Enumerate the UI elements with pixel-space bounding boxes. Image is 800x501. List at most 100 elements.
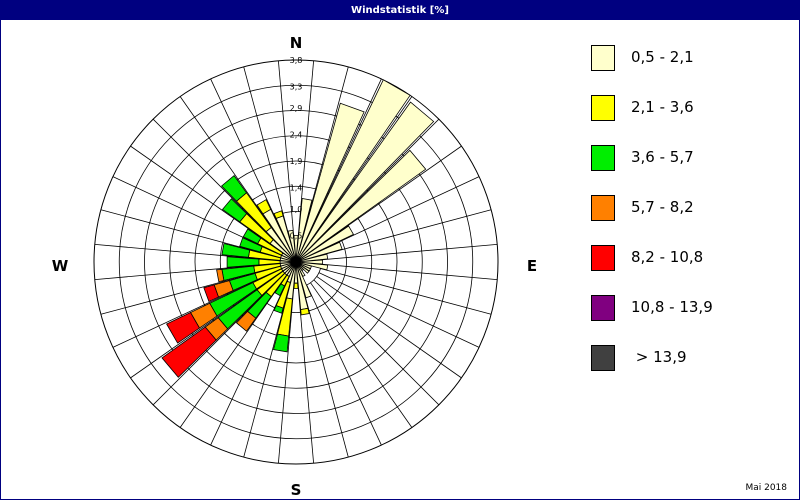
grid-ring bbox=[219, 185, 373, 339]
legend-item: 10,8 - 13,9 bbox=[591, 295, 781, 345]
grid-spoke bbox=[313, 118, 440, 245]
radial-tick-label: 0,5 bbox=[290, 231, 303, 240]
legend-swatch bbox=[591, 295, 615, 321]
grid-spoke bbox=[310, 96, 413, 242]
sector-40-class-0 bbox=[295, 101, 435, 263]
grid-spoke bbox=[243, 286, 290, 458]
grid-spoke bbox=[318, 272, 480, 348]
grid-spoke bbox=[210, 78, 286, 240]
grid-spoke bbox=[310, 282, 413, 428]
grid-spoke bbox=[130, 276, 276, 379]
sector-300-class-2 bbox=[242, 228, 262, 245]
sector-50-class-0 bbox=[295, 149, 427, 263]
grid-spoke bbox=[100, 268, 272, 315]
legend-label: > 13,9 bbox=[631, 348, 687, 366]
sector-270-class-2 bbox=[226, 256, 260, 268]
speed-legend: 0,5 - 2,1 2,1 - 3,6 3,6 - 5,7 5,7 - 8,2 8,2 … bbox=[591, 45, 781, 395]
sector-240-class-4 bbox=[166, 311, 201, 344]
legend-label: 8,2 - 10,8 bbox=[631, 248, 704, 266]
grid-spoke bbox=[297, 287, 315, 464]
grid-spoke bbox=[316, 276, 462, 379]
radial-tick-label: 3,8 bbox=[290, 56, 303, 65]
sector-310-class-2 bbox=[221, 198, 248, 223]
grid-spoke bbox=[318, 176, 480, 252]
grid-spoke bbox=[112, 272, 274, 348]
sector-30-class-0 bbox=[295, 79, 411, 263]
grid-spoke bbox=[306, 284, 382, 446]
radial-tick-label: 2,9 bbox=[290, 104, 303, 113]
grid-spoke bbox=[130, 145, 276, 248]
radial-tick-label: 3,3 bbox=[290, 83, 303, 92]
grid-spoke bbox=[302, 286, 349, 458]
sector-180-class-1 bbox=[293, 282, 299, 289]
grid-spoke bbox=[320, 209, 492, 256]
grid-spoke bbox=[306, 78, 382, 240]
grid-spoke bbox=[297, 60, 315, 237]
grid-spoke bbox=[100, 209, 272, 256]
legend-label: 2,1 - 3,6 bbox=[631, 98, 694, 116]
grid-spoke bbox=[302, 66, 349, 238]
sector-330-class-1 bbox=[256, 199, 272, 215]
grid-spoke bbox=[316, 145, 462, 248]
sector-20-class-0 bbox=[295, 102, 365, 263]
legend-item: 3,6 - 5,7 bbox=[591, 145, 781, 195]
sector-220-class-3 bbox=[235, 310, 257, 332]
radial-tick-label: 2,4 bbox=[290, 130, 303, 139]
grid-spoke bbox=[321, 243, 498, 261]
grid-spoke bbox=[321, 263, 498, 281]
sector-340-class-1 bbox=[273, 210, 284, 219]
grid-ring bbox=[144, 110, 448, 414]
sector-190-class-2 bbox=[273, 333, 290, 353]
legend-label: 0,5 - 2,1 bbox=[631, 48, 694, 66]
compass-west-label: W bbox=[52, 257, 69, 275]
grid-spoke bbox=[277, 287, 295, 464]
grid-spoke bbox=[243, 66, 290, 238]
window-title: Windstatistik [%] bbox=[1, 1, 799, 20]
grid-spoke bbox=[94, 243, 271, 261]
grid-spoke bbox=[179, 282, 282, 428]
legend-label: 5,7 - 8,2 bbox=[631, 198, 694, 216]
sector-170-class-1 bbox=[300, 307, 310, 316]
compass-east-label: E bbox=[527, 257, 537, 275]
legend-swatch bbox=[591, 45, 615, 71]
radial-tick-label: 1,9 bbox=[290, 157, 303, 166]
grid-ring bbox=[194, 160, 398, 364]
radial-tick-label: 1,4 bbox=[290, 184, 303, 193]
compass-north-label: N bbox=[290, 34, 303, 52]
grid-spoke bbox=[179, 96, 282, 242]
legend-label: 10,8 - 13,9 bbox=[631, 298, 713, 316]
grid-spoke bbox=[320, 268, 492, 315]
grid-spoke bbox=[313, 279, 440, 406]
grid-spoke bbox=[277, 60, 295, 237]
legend-swatch bbox=[591, 195, 615, 221]
legend-swatch bbox=[591, 345, 615, 371]
sector-350-class-0 bbox=[287, 229, 297, 263]
sector-250-class-4 bbox=[203, 284, 220, 303]
legend-swatch bbox=[591, 145, 615, 171]
legend-item: 2,1 - 3,6 bbox=[591, 95, 781, 145]
sector-260-class-3 bbox=[216, 268, 225, 283]
legend-swatch bbox=[591, 95, 615, 121]
grid-spoke bbox=[112, 176, 274, 252]
sector-60-class-0 bbox=[295, 225, 355, 263]
grid-ring bbox=[118, 84, 474, 440]
legend-item: 5,7 - 8,2 bbox=[591, 195, 781, 245]
legend-item: 8,2 - 10,8 bbox=[591, 245, 781, 295]
outer-circle bbox=[93, 59, 499, 465]
sector-200-class-2 bbox=[273, 305, 284, 314]
grid-spoke bbox=[210, 284, 286, 446]
grid-spoke bbox=[94, 263, 271, 281]
sector-280-class-2 bbox=[221, 243, 251, 258]
radial-tick-label: 1,0 bbox=[290, 205, 303, 214]
grid-ring bbox=[169, 135, 423, 389]
legend-item: > 13,9 bbox=[591, 345, 781, 395]
sector-290-class-2 bbox=[239, 237, 263, 253]
sector-230-class-4 bbox=[161, 326, 217, 378]
date-footer: Mai 2018 bbox=[745, 483, 787, 493]
grid-spoke bbox=[152, 279, 279, 406]
legend-swatch bbox=[591, 245, 615, 271]
sector-320-class-2 bbox=[221, 175, 248, 202]
legend-item: 0,5 - 2,1 bbox=[591, 45, 781, 95]
